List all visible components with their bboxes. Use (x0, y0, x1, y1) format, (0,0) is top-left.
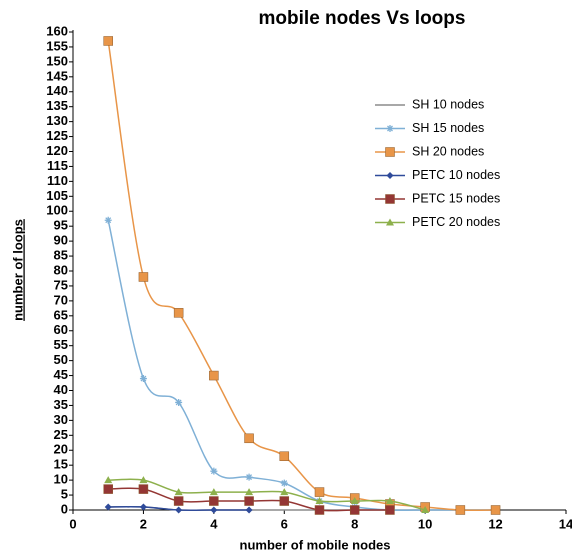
y-tick-label: 80 (54, 262, 68, 277)
marker (244, 433, 254, 444)
marker (244, 496, 254, 506)
legend-marker (385, 147, 395, 157)
marker (139, 503, 147, 511)
legend-marker (385, 194, 395, 204)
x-tick-label: 12 (488, 516, 502, 531)
y-tick-label: 95 (54, 218, 68, 233)
y-tick-label: 125 (46, 128, 68, 143)
x-tick-label: 10 (418, 516, 432, 531)
x-tick-label: 8 (351, 516, 358, 531)
marker (279, 451, 290, 461)
marker (139, 476, 148, 484)
marker (174, 488, 183, 496)
marker (210, 506, 218, 514)
legend-marker (386, 172, 394, 179)
marker (245, 488, 254, 496)
y-tick-label: 150 (46, 53, 68, 68)
x-axis-label: number of mobile nodes (240, 537, 391, 552)
y-tick-label: 70 (54, 292, 68, 307)
marker (138, 272, 149, 282)
y-tick-label: 155 (46, 38, 68, 53)
marker (315, 497, 324, 505)
y-tick-label: 100 (46, 203, 68, 218)
marker (385, 505, 395, 515)
y-tick-label: 0 (61, 501, 68, 516)
y-tick-label: 10 (54, 472, 68, 487)
y-tick-label: 35 (54, 397, 68, 412)
y-tick-label: 25 (54, 427, 68, 442)
y-tick-label: 105 (46, 188, 68, 203)
marker (173, 496, 184, 506)
y-tick-label: 85 (54, 248, 68, 263)
y-tick-label: 115 (47, 158, 68, 173)
marker (245, 473, 253, 481)
y-tick-label: 90 (54, 233, 68, 248)
y-tick-label: 140 (46, 83, 68, 98)
legend-marker (386, 218, 394, 226)
y-tick-label: 135 (46, 98, 68, 113)
x-tick-label: 2 (140, 516, 147, 531)
y-tick-label: 55 (54, 337, 68, 352)
y-tick-label: 40 (54, 382, 68, 397)
marker (103, 36, 113, 46)
x-tick-label: 6 (281, 516, 288, 531)
marker (104, 476, 113, 484)
marker (280, 479, 288, 487)
marker (138, 484, 149, 494)
y-tick-label: 30 (54, 412, 68, 427)
y-tick-label: 45 (54, 367, 68, 382)
y-tick-label: 75 (54, 277, 68, 292)
marker (245, 506, 253, 514)
series-line (108, 478, 426, 511)
x-tick-label: 4 (210, 516, 218, 531)
marker (314, 505, 325, 515)
y-tick-label: 145 (46, 68, 68, 83)
legend-label: SH 15 nodes (412, 121, 484, 135)
legend-marker (386, 125, 394, 132)
y-tick-label: 110 (47, 173, 68, 188)
marker (385, 497, 394, 505)
marker (173, 308, 184, 318)
marker (209, 488, 218, 496)
y-tick-label: 160 (46, 23, 68, 38)
legend-label: PETC 15 nodes (412, 191, 500, 205)
y-tick-label: 120 (46, 143, 68, 158)
y-tick-label: 15 (54, 457, 68, 472)
x-tick-label: 0 (69, 516, 76, 531)
marker (314, 487, 325, 497)
y-axis-label: number of loops (10, 219, 25, 321)
y-tick-label: 5 (61, 487, 68, 502)
marker (210, 467, 218, 475)
y-tick-label: 130 (46, 113, 68, 128)
marker (455, 505, 466, 515)
y-tick-label: 50 (54, 352, 68, 367)
legend-label: SH 10 nodes (412, 97, 484, 111)
marker (104, 503, 112, 511)
y-tick-label: 20 (54, 442, 68, 457)
marker (349, 505, 360, 515)
x-tick-label: 14 (559, 516, 572, 531)
legend-label: PETC 10 nodes (412, 168, 500, 182)
marker (209, 496, 219, 506)
marker (104, 216, 112, 224)
series-line (107, 220, 496, 511)
marker (103, 484, 113, 494)
marker (421, 506, 430, 513)
marker (175, 506, 183, 514)
marker (175, 398, 183, 406)
y-tick-label: 60 (54, 322, 68, 337)
chart-title: mobile nodes Vs loops (259, 8, 466, 29)
legend-label: PETC 20 nodes (412, 215, 500, 229)
marker (350, 497, 359, 505)
marker (279, 496, 290, 506)
marker (280, 488, 289, 496)
y-tick-label: 65 (54, 307, 68, 322)
marker (490, 505, 501, 515)
legend-label: SH 20 nodes (412, 144, 484, 158)
marker (209, 370, 219, 381)
marker (139, 375, 147, 383)
series-line (107, 40, 496, 511)
